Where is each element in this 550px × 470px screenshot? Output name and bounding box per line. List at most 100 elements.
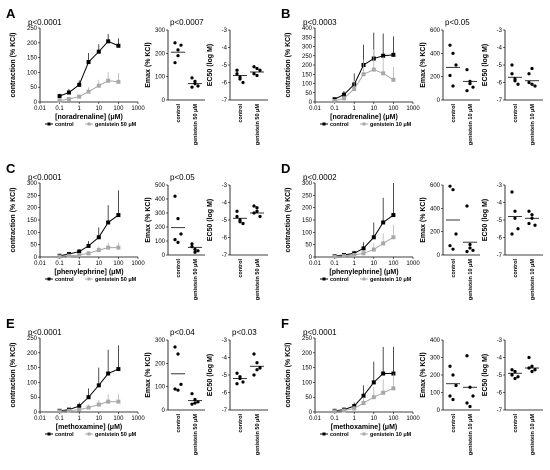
y-tick-label: -7: [222, 408, 228, 414]
legend-marker: [87, 277, 91, 281]
y-tick-label: -3: [222, 28, 228, 34]
x-tick-label: 100: [388, 106, 399, 112]
group-label: control: [451, 414, 457, 433]
y-tick-label: -6: [497, 391, 503, 397]
group-label: genistein 50 μM: [255, 414, 261, 456]
x-tick-label: 10: [95, 416, 102, 422]
x-tick-label: 100: [388, 261, 399, 267]
x-axis-label: [noradrenaline] (μM): [55, 114, 123, 121]
data-point: [527, 366, 531, 370]
y-tick-label: 200: [302, 351, 313, 357]
data-point: [193, 247, 197, 251]
group-label: control: [451, 104, 457, 123]
y-tick-label: 100: [155, 385, 166, 391]
legend-label: genistein 50 μM: [95, 122, 137, 128]
y-tick-label: -6: [497, 236, 503, 242]
y-tick-label: 200: [27, 206, 38, 212]
data-point: [86, 89, 91, 94]
y-axis-label: contraction (% KCl): [10, 343, 17, 408]
x-tick-label: 0.01: [309, 106, 321, 112]
data-point: [513, 369, 517, 374]
data-point: [332, 254, 337, 259]
y-tick-label: -7: [222, 253, 228, 259]
group-label: control: [513, 104, 519, 123]
data-point: [235, 209, 239, 213]
data-point: [451, 51, 455, 55]
data-point: [465, 401, 469, 405]
y-tick-label: 100: [27, 70, 38, 76]
data-point: [510, 190, 514, 194]
p-value: p<0.05: [445, 18, 470, 27]
group-label: genistein 50 μM: [193, 104, 199, 146]
data-point: [471, 394, 475, 398]
data-point: [252, 211, 256, 215]
x-axis-label: [methoxamine] (μM): [331, 424, 398, 431]
data-point: [176, 48, 180, 52]
y-axis-label: Emax (% KCl): [145, 352, 152, 398]
group-label: genistein 50 μM: [255, 259, 261, 301]
y-tick-label: 250: [302, 54, 313, 60]
series-line: [59, 40, 119, 97]
x-axis-label: [methoxamine] (μM): [56, 424, 123, 431]
y-tick-label: 300: [302, 181, 313, 187]
data-point: [448, 394, 452, 398]
data-point: [451, 84, 455, 88]
y-tick-label: 300: [430, 356, 441, 362]
y-tick-label: 0: [34, 255, 38, 261]
x-tick-label: 1000: [406, 106, 420, 112]
legend-label: control: [55, 277, 74, 283]
data-point: [530, 66, 534, 71]
x-axis-label: [phenylephrine] (μM): [329, 269, 398, 276]
data-point: [468, 82, 472, 86]
data-point: [527, 72, 531, 76]
data-point: [391, 77, 396, 82]
data-point: [465, 89, 469, 93]
data-point: [471, 248, 475, 252]
y-tick-label: 50: [30, 243, 37, 249]
y-tick-label: -5: [222, 373, 228, 379]
data-point: [116, 79, 121, 84]
y-tick-label: -5: [222, 218, 228, 224]
x-tick-label: 0.01: [34, 106, 46, 112]
x-tick-label: 1000: [131, 416, 145, 422]
y-tick-label: 200: [430, 373, 441, 379]
data-point: [454, 383, 458, 388]
y-tick-label: 400: [155, 197, 166, 203]
x-tick-label: 1000: [406, 416, 420, 422]
legend-label: control: [330, 122, 349, 128]
panel-letter: F: [281, 316, 289, 331]
y-tick-label: 50: [305, 395, 312, 401]
y-tick-label: 150: [302, 218, 313, 224]
data-point: [96, 402, 101, 407]
y-tick-label: 250: [302, 193, 313, 199]
data-point: [190, 245, 194, 249]
data-point: [513, 79, 517, 83]
data-point: [361, 246, 366, 251]
y-tick-label: 250: [27, 336, 38, 342]
group-label: genistein 10 μM: [530, 104, 536, 146]
data-point: [173, 387, 177, 391]
data-point: [106, 245, 111, 250]
data-point: [176, 352, 180, 356]
data-point: [77, 253, 82, 258]
data-point: [533, 84, 537, 88]
data-point: [57, 98, 62, 103]
data-point: [255, 209, 259, 213]
data-point: [235, 371, 239, 375]
data-point: [332, 99, 337, 104]
y-tick-label: -7: [222, 98, 228, 104]
data-point: [530, 216, 534, 220]
data-point: [116, 245, 121, 250]
data-point: [106, 371, 111, 376]
group-label: control: [176, 259, 182, 278]
data-point: [465, 249, 469, 254]
legend-marker: [322, 122, 326, 126]
group-label: genistein 50 μM: [255, 104, 261, 146]
data-point: [352, 406, 357, 411]
data-point: [530, 369, 534, 374]
y-tick-label: 400: [430, 51, 441, 57]
legend-label: genistein 10 μM: [370, 122, 412, 128]
data-point: [179, 382, 183, 386]
data-point: [173, 194, 177, 198]
y-tick-label: 500: [155, 183, 166, 189]
